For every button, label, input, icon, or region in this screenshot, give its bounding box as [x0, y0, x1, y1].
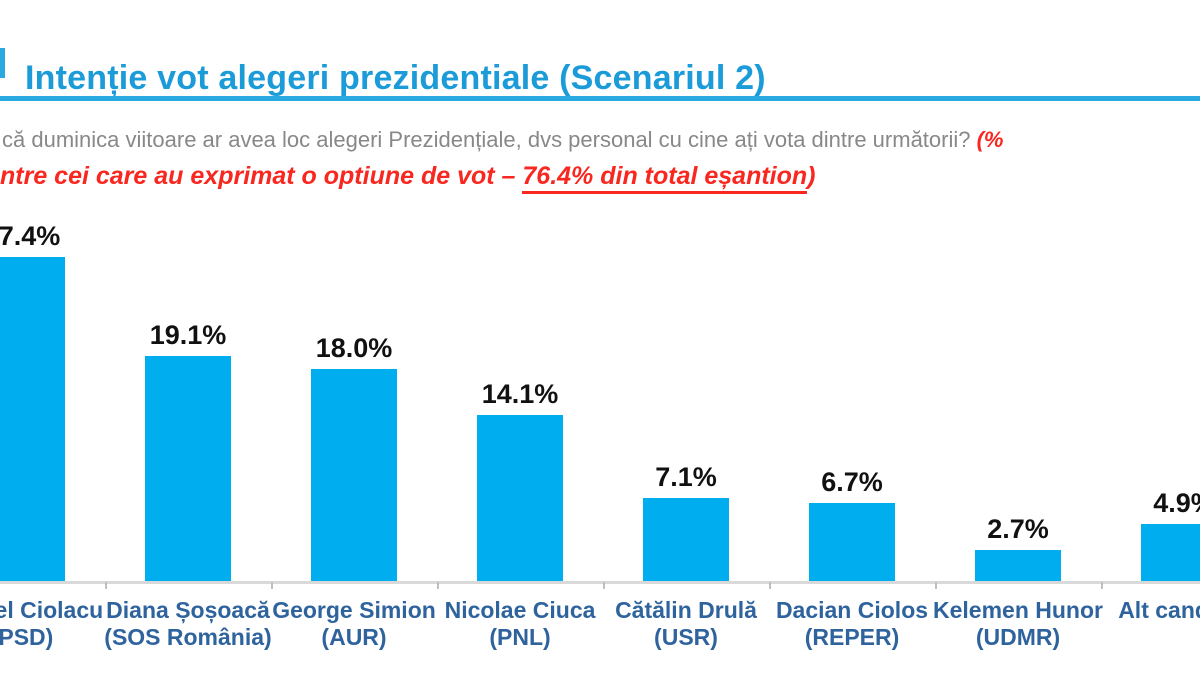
candidate-party: (USR): [654, 624, 718, 651]
candidate-name: Nicolae Ciuca: [444, 597, 596, 623]
candidate-party: (PNL): [489, 624, 551, 651]
candidate-party: (AUR): [321, 624, 387, 651]
bar: [0, 257, 65, 582]
candidate-name: Cătălin Drulă: [615, 597, 757, 623]
bar: [477, 415, 563, 582]
candidate-name: Dacian Ciolos: [775, 597, 929, 623]
question-text-line1: că duminica viitoare ar avea loc alegeri…: [2, 126, 1004, 155]
category-label: Nicolae Ciuca (PNL): [425, 597, 615, 651]
x-axis-line: [0, 581, 1200, 584]
category-label: Kelemen Hunor (UDMR): [923, 597, 1113, 651]
category-label: Dacian Ciolos (REPER): [757, 597, 947, 651]
page-title: Intenție vot alegeri prezidentiale (Scen…: [25, 58, 766, 97]
question-red-suffix: ): [807, 162, 816, 190]
x-axis-tick: [437, 582, 439, 589]
x-axis-tick: [603, 582, 605, 589]
bar: [311, 369, 397, 582]
bar: [145, 356, 231, 582]
bar: [975, 550, 1061, 582]
category-label: Marcel Ciolacu(PSD): [0, 597, 117, 651]
bar: [809, 503, 895, 582]
question-text-line2: ntre cei care au exprimat o optiune de v…: [0, 160, 816, 194]
bar-value-label: 14.1%: [481, 379, 559, 409]
x-axis-tick: [769, 582, 771, 589]
sample-share-underlined: 76.4% din total eșantion: [522, 162, 808, 194]
candidate-party: (REPER): [804, 624, 900, 651]
candidate-name: George Simion: [272, 597, 436, 623]
bar: [1141, 524, 1200, 582]
candidate-name: Marcel Ciolacu: [0, 597, 104, 623]
candidate-name: Diana Șoșoacă: [106, 597, 270, 623]
candidate-party: (PSD): [0, 624, 54, 651]
candidate-party: (SOS România): [104, 624, 272, 651]
question-red-open-paren: (%: [976, 127, 1004, 152]
bar-value-label: 6.7%: [821, 467, 883, 497]
bar-value-label: 19.1%: [149, 320, 227, 350]
x-axis-tick: [935, 582, 937, 589]
x-axis-tick: [271, 582, 273, 589]
candidate-party: (UDMR): [975, 624, 1061, 651]
bar-value-label: 7.1%: [655, 462, 717, 492]
candidate-name: Alt candidat: [1118, 597, 1200, 623]
bar-value-label: 18.0%: [315, 333, 393, 363]
category-label: Cătălin Drulă (USR): [591, 597, 781, 651]
x-axis-tick: [105, 582, 107, 589]
bar-value-label: 2.7%: [987, 514, 1049, 544]
candidate-name: Kelemen Hunor: [933, 597, 1103, 623]
category-label: George Simion (AUR): [259, 597, 449, 651]
question-red-prefix: ntre cei care au exprimat o optiune de v…: [0, 162, 523, 190]
category-label: Diana Șoșoacă (SOS România): [93, 597, 283, 651]
title-underline-rule: [0, 96, 1200, 101]
question-gray-fragment: că duminica viitoare ar avea loc alegeri…: [2, 127, 977, 152]
x-axis-tick: [1101, 582, 1103, 589]
category-label: Alt candidat: [1089, 597, 1200, 624]
bar: [643, 498, 729, 582]
bar-value-label: 27.4%: [0, 221, 61, 251]
title-bullet-fragment: [0, 48, 5, 78]
bar-value-label: 4.9%: [1153, 488, 1200, 518]
